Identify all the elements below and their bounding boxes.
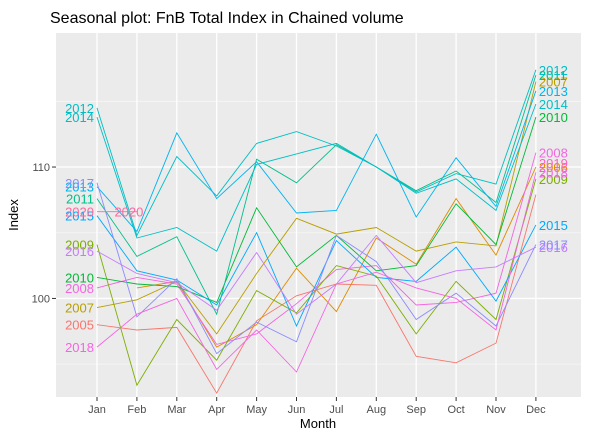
series-end-label-2010: 2010	[539, 110, 568, 125]
major-gridlines	[56, 33, 581, 397]
series-labels: 2005 2006 2007 2007 2008 2008 2009 2009 2010 2010…	[65, 63, 568, 355]
chart-title: Seasonal plot: FnB Total Index in Chaine…	[50, 10, 404, 27]
series-end-label-2012: 2012	[539, 63, 568, 78]
y-axis: 100 110	[32, 162, 56, 305]
series-line-2018	[96, 172, 537, 373]
x-tick-label: Sep	[406, 404, 426, 416]
series-line-2017	[96, 182, 537, 355]
series-end-label-2011: 2011	[539, 68, 567, 83]
series-start-label-2005: 2005	[65, 318, 94, 333]
series-end-label-2013: 2013	[539, 84, 568, 99]
series-start-label-2012: 2012	[65, 101, 94, 116]
y-tick-label: 110	[32, 162, 50, 174]
x-tick-label: Apr	[208, 404, 225, 416]
series-end-label-2008: 2008	[539, 146, 568, 161]
x-axis-title: Month	[300, 416, 336, 431]
x-tick-label: Aug	[367, 404, 387, 416]
x-tick-label: Nov	[486, 404, 506, 416]
series-start-label-2007: 2007	[65, 301, 94, 316]
series-start-label-2009: 2009	[65, 238, 94, 253]
series-start-label-2011: 2011	[66, 192, 94, 207]
series-mid-label-2020: 2020	[114, 205, 143, 220]
series-end-label-2018: 2018	[539, 165, 568, 180]
series-start-label-2018: 2018	[65, 340, 94, 355]
series-end-label-2015: 2015	[539, 218, 568, 233]
x-tick-label: Feb	[127, 404, 146, 416]
series-line-2016	[96, 234, 537, 315]
minor-gridlines	[56, 100, 581, 365]
y-tick-label: 100	[32, 293, 50, 305]
y-axis-title: Index	[6, 199, 21, 231]
series-start-label-2020: 2020	[65, 205, 94, 220]
series-start-label-2013: 2013	[65, 180, 94, 195]
series-end-label-2017: 2017	[539, 238, 568, 253]
series-end-label-2009: 2009	[539, 172, 568, 187]
series-line-2014	[96, 103, 537, 252]
series-start-label-2016: 2016	[65, 244, 94, 259]
series-end-label-2006: 2006	[539, 160, 568, 175]
series-end-label-2019: 2019	[539, 156, 568, 171]
series-end-label-2007: 2007	[539, 75, 568, 90]
series-lines	[96, 69, 537, 394]
series-line-2010	[96, 116, 537, 303]
series-line-2008	[96, 152, 537, 345]
series-line-2011	[96, 74, 537, 316]
series-end-label-2016: 2016	[539, 240, 568, 255]
series-start-label-2008: 2008	[65, 281, 94, 296]
x-tick-label: Oct	[448, 404, 465, 416]
series-end-label-2014: 2014	[539, 97, 568, 112]
series-start-label-2015: 2015	[65, 209, 94, 224]
x-tick-label: Jul	[329, 404, 343, 416]
series-start-label-2017: 2017	[65, 176, 94, 191]
x-tick-label: May	[246, 404, 267, 416]
x-tick-label: Mar	[167, 404, 186, 416]
x-tick-label: Jun	[288, 404, 306, 416]
x-tick-label: Dec	[526, 404, 546, 416]
series-start-label-2014: 2014	[65, 110, 94, 125]
series-line-2013	[96, 90, 537, 233]
x-axis: Jan Feb Mar Apr May Jun Jul Aug Sep Oct Nov Dec	[88, 397, 546, 416]
series-line-2015	[96, 215, 537, 328]
series-start-label-2010: 2010	[65, 270, 94, 285]
x-tick-label: Jan	[88, 404, 106, 416]
series-line-2012	[96, 69, 537, 237]
